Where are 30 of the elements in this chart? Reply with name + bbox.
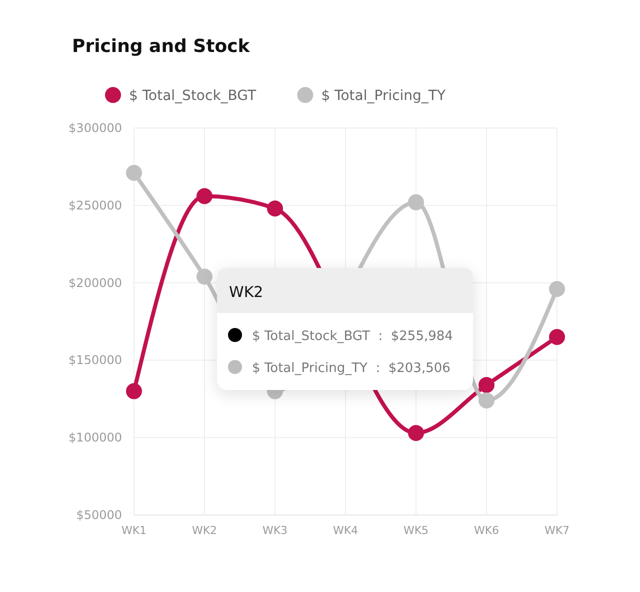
legend-label: $ Total_Pricing_TY (321, 88, 446, 104)
chart-title: Pricing and Stock (72, 36, 251, 57)
x-tick-label: WK1 (121, 524, 147, 537)
point (478, 376, 494, 393)
y-tick-label: $50000 (76, 508, 122, 522)
annotation: WK2 (229, 283, 264, 301)
point (549, 280, 565, 297)
legend-label: $ Total_Stock_BGT (129, 88, 257, 104)
x-tick-label: WK3 (262, 524, 288, 537)
annotation: $ Total_Pricing_TY : $203,506 (252, 361, 450, 376)
point (126, 164, 142, 181)
point (196, 268, 212, 285)
y-tick-label: $200000 (68, 276, 122, 290)
x-tick-label: WK5 (403, 524, 429, 537)
x-tick-label: WK6 (474, 524, 500, 537)
y-tick-label: $100000 (68, 430, 122, 445)
x-tick-label: WK7 (544, 524, 570, 537)
y-tick-label: $250000 (68, 198, 122, 212)
y-tick-label: $150000 (68, 353, 122, 368)
point (126, 383, 142, 400)
x-tick-label: WK4 (332, 524, 358, 537)
point (478, 392, 494, 408)
x-tick-label: WK2 (192, 524, 218, 537)
point (196, 188, 212, 204)
point (408, 194, 424, 210)
annotation: $ Total_Stock_BGT : $255,984 (252, 329, 453, 344)
point (549, 328, 565, 345)
point (267, 200, 283, 216)
point (408, 424, 424, 441)
y-tick-label: $300000 (68, 121, 122, 135)
